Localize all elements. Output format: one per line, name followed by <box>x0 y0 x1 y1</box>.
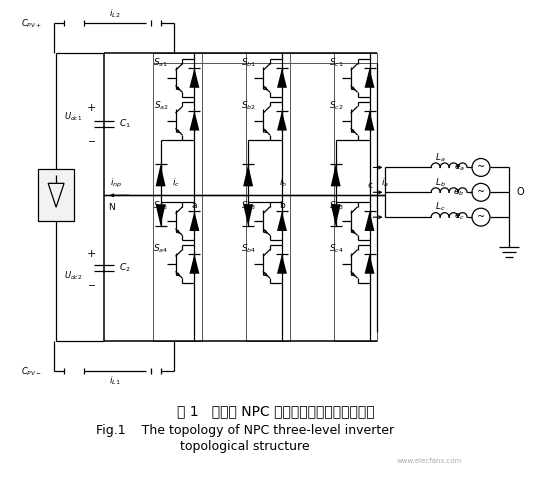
Text: $S_{a1}$: $S_{a1}$ <box>154 57 169 69</box>
Text: +: + <box>87 249 97 259</box>
Text: $U_{dc1}$: $U_{dc1}$ <box>64 110 82 123</box>
Text: $S_{c2}$: $S_{c2}$ <box>329 99 343 112</box>
Text: $S_{a4}$: $S_{a4}$ <box>153 243 169 255</box>
Polygon shape <box>190 68 200 88</box>
Bar <box>333 53 378 342</box>
Polygon shape <box>190 254 200 274</box>
Text: PV: PV <box>48 190 64 200</box>
Text: $S_{a2}$: $S_{a2}$ <box>154 99 169 112</box>
Polygon shape <box>364 211 374 231</box>
Text: $-$: $-$ <box>87 135 96 145</box>
Polygon shape <box>155 204 165 226</box>
Text: $L_b$: $L_b$ <box>435 176 446 189</box>
Text: c: c <box>367 181 372 190</box>
Text: 图 1   非隔离 NPC 型三电平逆变器的拓扑结构: 图 1 非隔离 NPC 型三电平逆变器的拓扑结构 <box>177 404 375 418</box>
Bar <box>38 170 74 221</box>
Text: N: N <box>108 203 115 212</box>
Text: $L_a$: $L_a$ <box>435 151 445 164</box>
Text: $U_{dc2}$: $U_{dc2}$ <box>64 270 82 282</box>
Text: $C_{PV-}$: $C_{PV-}$ <box>22 365 42 377</box>
Text: $C_2$: $C_2$ <box>119 262 131 274</box>
Bar <box>246 53 290 342</box>
Text: ~: ~ <box>477 212 485 222</box>
Text: $S_{b2}$: $S_{b2}$ <box>241 99 256 112</box>
Text: $S_{b3}$: $S_{b3}$ <box>241 200 256 213</box>
Text: $L_c$: $L_c$ <box>435 201 445 214</box>
Text: www.elecfans.com: www.elecfans.com <box>397 458 462 464</box>
Text: a: a <box>192 201 197 210</box>
Polygon shape <box>364 68 374 88</box>
Text: $e_a$: $e_a$ <box>453 162 465 172</box>
Polygon shape <box>190 111 200 130</box>
Text: Fig.1    The topology of NPC three-level inverter: Fig.1 The topology of NPC three-level in… <box>96 424 394 438</box>
Polygon shape <box>155 165 165 186</box>
Text: $i_{L2}$: $i_{L2}$ <box>109 7 121 20</box>
Bar <box>153 53 202 342</box>
Text: $S_{a3}$: $S_{a3}$ <box>154 200 169 213</box>
Text: $i_c$: $i_c$ <box>171 176 180 189</box>
Text: $C_1$: $C_1$ <box>119 118 131 130</box>
Text: $C_{PV+}$: $C_{PV+}$ <box>21 17 42 29</box>
Text: $S_{b4}$: $S_{b4}$ <box>241 243 256 255</box>
Bar <box>153 53 378 63</box>
Text: $e_c$: $e_c$ <box>453 212 465 222</box>
Text: $e_b$: $e_b$ <box>453 187 465 197</box>
Text: $i_{L1}$: $i_{L1}$ <box>109 375 121 388</box>
Polygon shape <box>243 204 253 226</box>
Polygon shape <box>277 111 287 130</box>
Text: $i_{np}$: $i_{np}$ <box>109 177 122 190</box>
Text: ~: ~ <box>477 163 485 172</box>
Polygon shape <box>364 111 374 130</box>
Polygon shape <box>364 254 374 274</box>
Text: $S_{c1}$: $S_{c1}$ <box>329 57 343 69</box>
Text: $S_{c3}$: $S_{c3}$ <box>329 200 343 213</box>
Polygon shape <box>243 165 253 186</box>
Polygon shape <box>331 165 341 186</box>
Polygon shape <box>277 254 287 274</box>
Text: $i_b$: $i_b$ <box>279 176 287 189</box>
Text: $S_{b1}$: $S_{b1}$ <box>241 57 256 69</box>
Text: b: b <box>279 201 285 210</box>
Text: $i_a$: $i_a$ <box>382 176 389 189</box>
Polygon shape <box>277 68 287 88</box>
Polygon shape <box>277 211 287 231</box>
Polygon shape <box>331 204 341 226</box>
Text: $S_{c4}$: $S_{c4}$ <box>329 243 343 255</box>
Text: $-$: $-$ <box>87 279 96 289</box>
Text: O: O <box>517 187 524 197</box>
Text: +: + <box>87 103 97 113</box>
Text: ~: ~ <box>477 187 485 197</box>
Text: topological structure: topological structure <box>180 441 310 453</box>
Polygon shape <box>190 211 200 231</box>
